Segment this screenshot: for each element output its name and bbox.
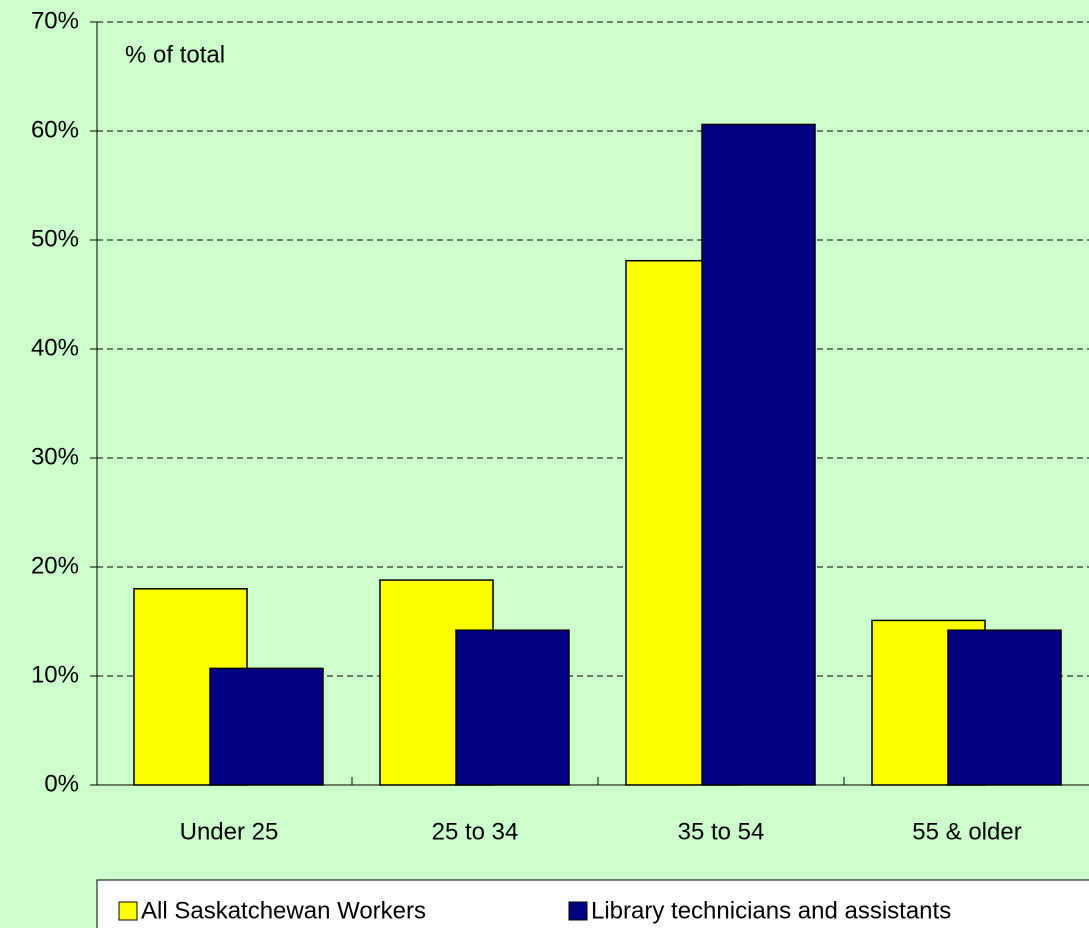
legend-swatch	[118, 901, 138, 921]
bar	[209, 667, 324, 786]
bar	[701, 123, 816, 786]
legend-box	[96, 879, 1089, 928]
y-tick-label: 10%	[31, 661, 79, 688]
y-tick-label: 40%	[31, 334, 79, 361]
x-tick-label: Under 25	[180, 818, 279, 845]
y-tick-label: 0%	[44, 770, 79, 797]
y-tick-label: 50%	[31, 225, 79, 252]
y-tick-label: 30%	[31, 443, 79, 470]
legend-swatch	[568, 901, 588, 921]
annotation: % of total	[125, 41, 225, 68]
x-tick-label: 55 & older	[912, 818, 1021, 845]
y-tick-label: 20%	[31, 552, 79, 579]
y-tick-label: 70%	[31, 7, 79, 34]
y-tick-label: 60%	[31, 116, 79, 143]
bar	[455, 629, 570, 786]
bar	[947, 629, 1062, 786]
legend-label: Library technicians and assistants	[591, 897, 951, 924]
legend-label: All Saskatchewan Workers	[141, 897, 426, 924]
x-tick-label: 25 to 34	[432, 818, 519, 845]
x-tick-label: 35 to 54	[678, 818, 765, 845]
